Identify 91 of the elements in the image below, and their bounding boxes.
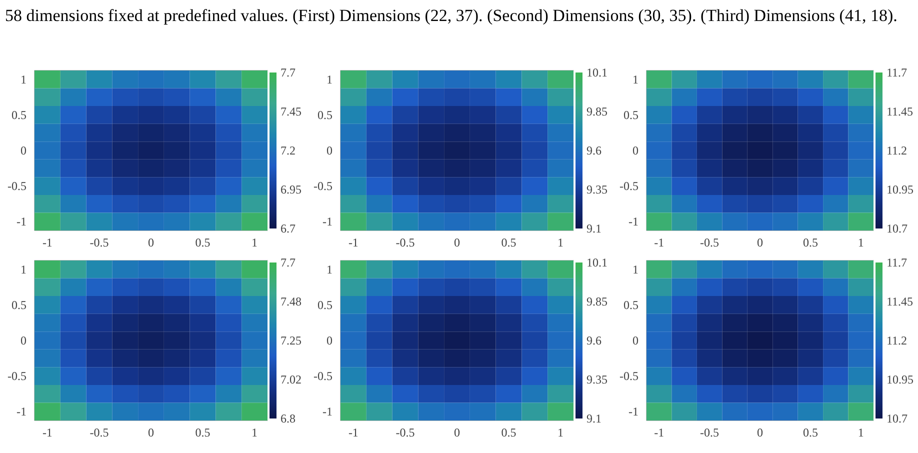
y-tick-label: -1 [16,214,27,229]
color-bar-label: 9.6 [586,334,602,348]
x-tick-label: 1 [558,426,564,440]
color-bar-label: 11.45 [886,294,914,308]
y-tick-label: 0.5 [624,108,638,122]
x-tick-label: 1 [558,236,564,250]
x-tick-label: 0 [454,236,460,250]
y-tick-label: -0.5 [314,369,333,384]
y-tick-label: -0.5 [620,369,639,384]
x-tick-label: -0.5 [700,426,720,440]
color-bar-label: 10.7 [886,412,908,426]
y-tick-label: -0.5 [620,179,639,194]
y-tick-label: 0.5 [318,298,332,312]
x-tick-label: 1 [858,426,864,440]
x-tick-label: -1 [654,236,664,250]
x-tick-label: 0 [148,426,154,440]
color-bar-label: 9.35 [586,182,608,196]
color-bar-label: 11.7 [886,66,908,80]
y-tick-label: 0 [20,144,26,158]
x-tick-label: 0.5 [802,236,818,250]
y-tick-label: 0.5 [624,298,638,312]
y-tick-label: 0 [632,334,638,348]
color-bar-label: 9.6 [586,144,602,158]
color-bar-label: 10.1 [586,66,608,80]
y-tick-label: 1 [632,262,638,276]
x-tick-label: 0.5 [501,236,516,250]
color-bar-label: 10.7 [886,222,908,236]
x-tick-label: 0 [454,426,460,440]
x-tick-label: -0.5 [396,426,415,440]
color-bar-label: 7.2 [280,144,296,158]
x-tick-label: -1 [348,236,358,250]
x-tick-label: 0 [757,236,763,250]
x-tick-label: -1 [42,236,52,250]
color-bar-label: 7.48 [280,294,302,308]
y-tick-label: 1 [632,72,638,86]
y-tick-label: 0 [632,144,638,158]
x-tick-label: 0.5 [195,236,210,250]
x-tick-label: -1 [654,426,664,440]
x-tick-label: 0.5 [501,426,516,440]
color-bar-label: 9.85 [586,104,608,118]
y-tick-label: 1 [326,72,332,86]
y-tick-label: 0.5 [12,298,26,312]
y-tick-label: 1 [326,262,332,276]
y-tick-label: -1 [628,404,639,419]
y-tick-label: -0.5 [8,179,27,194]
y-tick-label: 0 [20,334,26,348]
text: 58 dimensions fixed at predefined values. (First) Dimensions (22, 37). (Second) Dimensions (30, 35). (Third) Dimensions (41, 18). [5,5,898,26]
color-bar-label: 10.95 [886,372,914,386]
x-tick-label: -0.5 [90,236,109,250]
x-tick-label: -1 [42,426,52,440]
color-bar-label: 7.7 [280,66,296,80]
color-bar-label: 6.8 [280,412,296,426]
x-tick-label: -1 [348,426,358,440]
color-bar-label: 6.95 [280,182,302,196]
x-tick-label: 1 [858,236,864,250]
y-tick-label: 0.5 [318,108,332,122]
y-tick-label: 1 [20,72,26,86]
color-bar-label: 11.7 [886,256,908,270]
color-bar-label: 7.02 [280,372,302,386]
color-bar-label: 7.25 [280,334,302,348]
color-bar-label: 11.2 [886,144,908,158]
x-tick-label: 1 [252,426,258,440]
y-tick-label: -1 [322,214,333,229]
x-tick-label: 0 [757,426,763,440]
color-bar-label: 7.7 [280,256,296,270]
color-bar-label: 10.1 [586,256,608,270]
y-tick-label: -1 [322,404,333,419]
color-bar-label: 9.85 [586,294,608,308]
y-tick-label: -0.5 [8,369,27,384]
color-bar-label: 9.1 [586,222,602,236]
color-bar-label: 10.95 [886,182,914,196]
x-tick-label: 1 [252,236,258,250]
x-tick-label: -0.5 [90,426,109,440]
x-tick-label: 0.5 [802,426,818,440]
y-tick-label: -1 [628,214,639,229]
color-bar-label: 9.1 [586,412,602,426]
y-tick-label: -0.5 [314,179,333,194]
y-tick-label: 1 [20,262,26,276]
y-tick-label: 0 [326,144,332,158]
color-bar-label: 11.45 [886,104,914,118]
color-bar-label: 7.45 [280,104,302,118]
y-tick-label: 0 [326,334,332,348]
y-tick-label: -1 [16,404,27,419]
x-tick-label: 0 [148,236,154,250]
y-tick-label: 0.5 [12,108,26,122]
color-bar-label: 9.35 [586,372,608,386]
x-tick-label: -0.5 [700,236,720,250]
color-bar-label: 6.7 [280,222,296,236]
color-bar-label: 11.2 [886,334,908,348]
x-tick-label: 0.5 [195,426,210,440]
x-tick-label: -0.5 [396,236,415,250]
